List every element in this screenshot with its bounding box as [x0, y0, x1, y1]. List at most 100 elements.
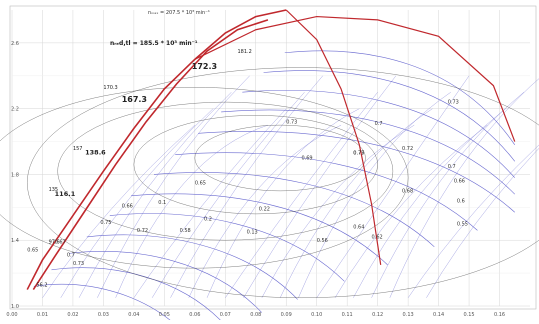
speed-line	[206, 108, 360, 298]
speed-line	[243, 75, 397, 298]
efficiency-island	[57, 101, 394, 241]
speed-line	[334, 124, 488, 298]
speed-line	[133, 108, 287, 298]
n-max-label: nₘₐₓ = 207.5 * 10³ min⁻¹	[148, 10, 210, 16]
speed-label: 138.6	[85, 149, 106, 157]
efficiency-label: 0.7	[67, 253, 75, 259]
efficiency-label: 0.7	[375, 121, 383, 127]
speed-line	[407, 144, 539, 298]
efficiency-label: 0.2	[204, 216, 212, 222]
efficiency-island	[0, 87, 409, 269]
x-tick-label: 0.11	[342, 312, 353, 318]
efficiency-label: 0.73	[73, 261, 84, 267]
speed-line	[284, 50, 516, 146]
x-tick-label: 0.10	[311, 312, 322, 318]
efficiency-islands	[0, 67, 539, 298]
x-tick-label: 0.01	[37, 312, 48, 318]
x-tick-label: 0.05	[159, 312, 170, 318]
x-tick-label: 0.12	[372, 312, 383, 318]
speed-line	[109, 213, 345, 282]
efficiency-label: 0.73	[286, 119, 297, 125]
speed-line	[221, 109, 515, 195]
plot-background	[9, 5, 537, 310]
efficiency-label: 0.62	[372, 235, 383, 241]
speed-label: 172.3	[192, 62, 217, 71]
speed-label: 135	[49, 187, 59, 193]
speed-line	[198, 131, 515, 213]
n-red-label: nᵣₑd,tl = 185.5 * 10³ min⁻¹	[110, 40, 198, 47]
speed-label: 97.6	[49, 240, 60, 246]
axis-ticks: 0.00 0.01 0.02 0.03 0.04 0.05 0.06 0.07 0.08 0.09…	[6, 41, 505, 318]
speed-line	[78, 92, 232, 298]
efficiency-label: 0.66	[122, 203, 133, 209]
x-tick-label: 0.02	[67, 312, 78, 318]
efficiency-label: 0.72	[402, 146, 413, 152]
efficiency-label: 0.13	[247, 230, 258, 236]
efficiency-label: 0.67	[55, 240, 66, 246]
speed-label: 181.2	[237, 49, 251, 55]
speed-line	[69, 251, 262, 313]
series-surge	[26, 9, 287, 290]
speed-line	[371, 92, 525, 298]
x-tick-label: 0.07	[220, 312, 231, 318]
speed-line	[153, 172, 435, 248]
efficiency-label: 0.58	[180, 228, 191, 234]
efficiency-label: 0.7	[448, 164, 456, 170]
efficiency-island	[194, 124, 366, 192]
x-tick-label: 0.00	[6, 312, 17, 318]
efficiency-label: 0.68	[402, 189, 413, 195]
efficiency-label: 0.69	[301, 156, 312, 162]
speed-lines	[33, 50, 539, 324]
y-tick-label: 1.4	[11, 238, 19, 244]
efficiency-label: 0.64	[353, 225, 364, 231]
speed-line	[175, 152, 478, 231]
speed-line	[426, 147, 539, 298]
efficiency-label: 0.6	[457, 198, 465, 204]
grid	[11, 10, 530, 307]
speed-line	[316, 75, 470, 298]
x-tick-label: 0.03	[98, 312, 109, 318]
speed-line	[51, 267, 225, 324]
efficiency-label: 0.22	[259, 207, 270, 213]
speed-label: 116.1	[55, 190, 76, 198]
y-tick-label: 2.2	[11, 107, 19, 113]
speed-line	[151, 92, 305, 298]
speed-line	[263, 70, 516, 162]
efficiency-label: 0.66	[454, 179, 465, 185]
y-tick-label: 1.8	[11, 172, 19, 178]
speed-line	[97, 75, 250, 298]
speed-line	[279, 108, 433, 298]
boundary-lines	[26, 9, 516, 290]
series-choke-outer	[194, 15, 516, 142]
efficiency-label: 0.56	[317, 238, 328, 244]
speed-line	[42, 124, 195, 298]
speed-label: 167.3	[122, 95, 147, 104]
efficiency-label: 0.55	[457, 221, 468, 227]
speed-line	[242, 90, 515, 178]
speed-line	[389, 78, 539, 298]
x-tick-label: 0.09	[281, 312, 292, 318]
x-tick-label: 0.04	[128, 312, 139, 318]
speed-line	[225, 92, 378, 298]
x-tick-label: 0.14	[433, 312, 444, 318]
speed-label: 56.2	[36, 282, 47, 288]
efficiency-label: 0.65	[195, 180, 206, 186]
y-tick-label: 1.0	[11, 304, 19, 310]
x-tick-label: 0.06	[189, 312, 200, 318]
efficiency-label: 0.72	[137, 228, 148, 234]
x-tick-label: 0.13	[403, 312, 414, 318]
speed-line	[298, 92, 451, 298]
y-tick-label: 2.6	[11, 41, 19, 47]
x-tick-label: 0.16	[494, 312, 505, 318]
speed-line	[130, 193, 388, 266]
speed-label: 157	[73, 146, 83, 152]
series-choke-inner	[285, 9, 382, 265]
x-tick-label: 0.15	[463, 312, 474, 318]
efficiency-label: 0.1	[158, 200, 166, 206]
speed-label: 170.3	[103, 85, 117, 91]
efficiency-label: 0.75	[353, 151, 364, 157]
efficiency-island	[27, 67, 539, 298]
